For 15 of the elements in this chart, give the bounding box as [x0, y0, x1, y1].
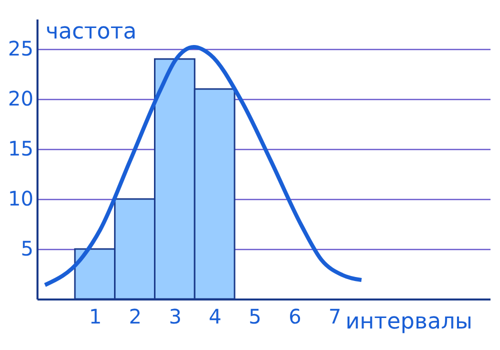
y-axis-title: частота: [46, 20, 137, 44]
x-tick-label: 4: [208, 304, 222, 328]
x-tick-label: 1: [89, 304, 102, 328]
y-tick-label: 20: [8, 86, 34, 110]
y-tick-label: 5: [20, 236, 34, 260]
y-tick-label: 10: [8, 186, 34, 210]
x-tick-label: 5: [248, 304, 262, 328]
y-tick-label: 15: [8, 136, 34, 160]
x-tick-label: 6: [288, 304, 302, 328]
x-tick-label: 3: [168, 304, 182, 328]
line-series: [42, 45, 364, 287]
y-tick-label: 25: [8, 36, 34, 60]
x-axis-title: интервалы: [346, 310, 472, 334]
x-tick-label: 2: [128, 304, 142, 328]
x-tick-label: 7: [328, 304, 342, 328]
